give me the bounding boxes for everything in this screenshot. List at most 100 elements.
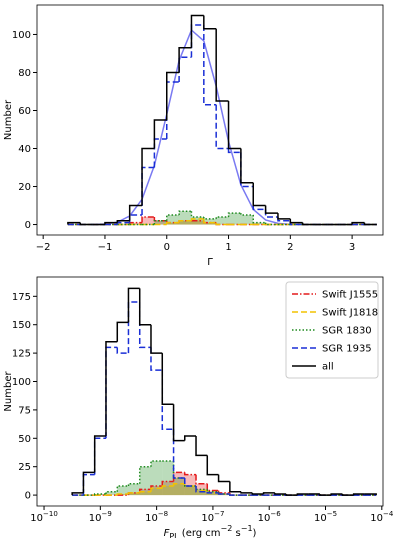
- bin-step: [301, 222, 316, 226]
- bin-step: [363, 222, 377, 226]
- bin-step: [264, 205, 278, 214]
- bin-fill: [240, 215, 254, 225]
- bin-step: [178, 219, 192, 223]
- bin-step: [138, 465, 151, 484]
- y-tick-label: 100: [12, 377, 31, 388]
- y-tick-label: 60: [18, 106, 31, 117]
- y-tick-label: 40: [18, 144, 31, 155]
- bin-step: [252, 182, 266, 207]
- bin-step: [217, 491, 230, 495]
- bin-fill: [162, 481, 174, 496]
- tick-exponent: −10: [43, 510, 58, 518]
- y-tick-label: 0: [25, 491, 31, 502]
- bin-fill: [253, 222, 266, 225]
- x-tick-label: 10−7: [201, 510, 224, 524]
- bin-step: [217, 492, 230, 495]
- bin-fill: [196, 483, 208, 496]
- axes-frame: [36, 4, 384, 236]
- bin-fill: [207, 490, 219, 496]
- y-tick-label: 150: [12, 320, 31, 331]
- bin-fill: [191, 216, 204, 225]
- y-axis-label: Number: [3, 371, 14, 412]
- x-tick-label: 10−4: [370, 510, 394, 524]
- bin-step: [330, 493, 343, 496]
- bin-step: [184, 478, 197, 487]
- tick-base: 10: [201, 513, 214, 524]
- tick-base: −2: [36, 242, 51, 253]
- bin-fill: [166, 222, 180, 225]
- bin-step: [141, 216, 155, 223]
- bin-fill: [203, 218, 217, 225]
- bin-step: [206, 483, 219, 492]
- bin-step: [215, 216, 229, 219]
- bin-step: [105, 340, 118, 437]
- bin-step: [190, 14, 204, 48]
- bin-fill: [150, 461, 163, 496]
- bin-step: [206, 491, 219, 494]
- bin-step: [141, 166, 155, 216]
- y-tick-label: 75: [18, 405, 31, 416]
- bin-step: [215, 28, 229, 102]
- legend-label: all: [322, 362, 334, 373]
- bin-fill: [150, 486, 163, 496]
- bin-fill: [228, 213, 241, 225]
- bin-fill: [150, 488, 163, 496]
- bin-fill: [173, 483, 185, 496]
- x-tick-label: 10−9: [89, 510, 112, 524]
- bin-step: [150, 347, 163, 371]
- bin-step: [277, 213, 291, 220]
- bin-fill: [179, 211, 192, 225]
- x-tick-label: 0: [164, 242, 170, 253]
- legend-box: [285, 281, 379, 379]
- x-axis-label-part: PL: [169, 532, 179, 538]
- tick-exponent: −8: [158, 510, 168, 518]
- bin-fill: [105, 491, 118, 496]
- bin-fill: [173, 478, 185, 496]
- x-axis-label-part: −1: [241, 524, 253, 533]
- bin-step: [341, 493, 354, 496]
- tick-base: 10: [314, 513, 327, 524]
- bin-step: [116, 347, 129, 354]
- bin-fill: [191, 218, 204, 225]
- y-tick-label: 125: [12, 349, 31, 360]
- bin-step: [190, 218, 204, 221]
- bin-step: [127, 482, 140, 487]
- bin-step: [128, 214, 143, 223]
- bin-fill: [154, 220, 167, 225]
- bin-fill: [179, 220, 192, 225]
- bin-step: [296, 493, 309, 496]
- x-tick-label: 10−6: [258, 510, 282, 524]
- bin-fill: [162, 486, 174, 496]
- tick-exponent: −6: [270, 510, 281, 518]
- x-axis-label-part: s: [232, 528, 240, 538]
- y-tick-label: 50: [18, 434, 31, 445]
- bin-step: [240, 491, 253, 494]
- x-tick-label: 2: [287, 242, 293, 253]
- bin-step: [116, 219, 130, 223]
- bin-step: [227, 148, 241, 154]
- tick-base: 10: [370, 513, 383, 524]
- bin-step: [153, 219, 167, 225]
- bin-fill: [196, 490, 208, 496]
- y-tick-label: 80: [18, 68, 31, 79]
- x-tick-label: 1: [225, 242, 231, 253]
- axes-frame: [36, 276, 384, 507]
- bin-step: [190, 24, 204, 58]
- bin-step: [178, 56, 192, 82]
- bin-fill: [179, 220, 192, 225]
- bin-step: [141, 147, 155, 206]
- bin-fill: [184, 486, 197, 496]
- tick-base: 10: [89, 513, 102, 524]
- bin-step: [172, 404, 185, 442]
- bin-step: [203, 218, 217, 224]
- bin-step: [116, 321, 129, 342]
- bin-step: [352, 493, 365, 496]
- bin-step: [251, 492, 264, 495]
- bin-fill: [128, 492, 140, 496]
- bin-step: [262, 492, 275, 494]
- bin-step: [166, 221, 180, 225]
- bin-fill: [139, 491, 151, 496]
- bin-step: [178, 47, 192, 73]
